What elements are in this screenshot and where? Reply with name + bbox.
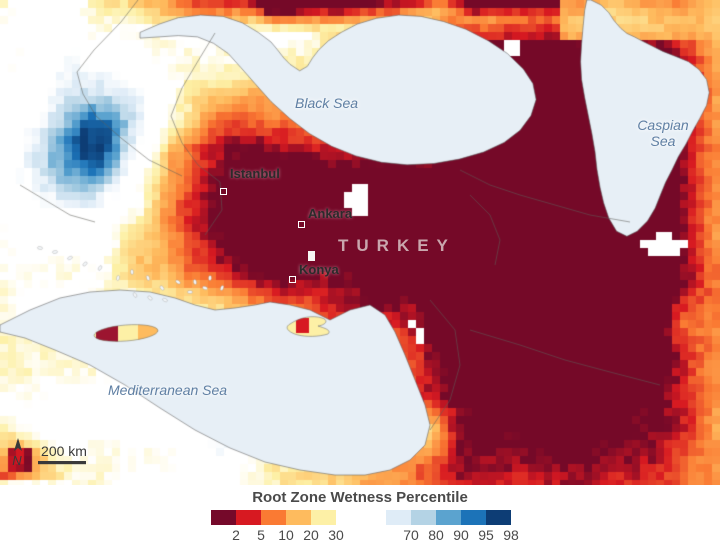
svg-text:N: N: [12, 453, 22, 468]
svg-text:200 km: 200 km: [41, 443, 87, 459]
